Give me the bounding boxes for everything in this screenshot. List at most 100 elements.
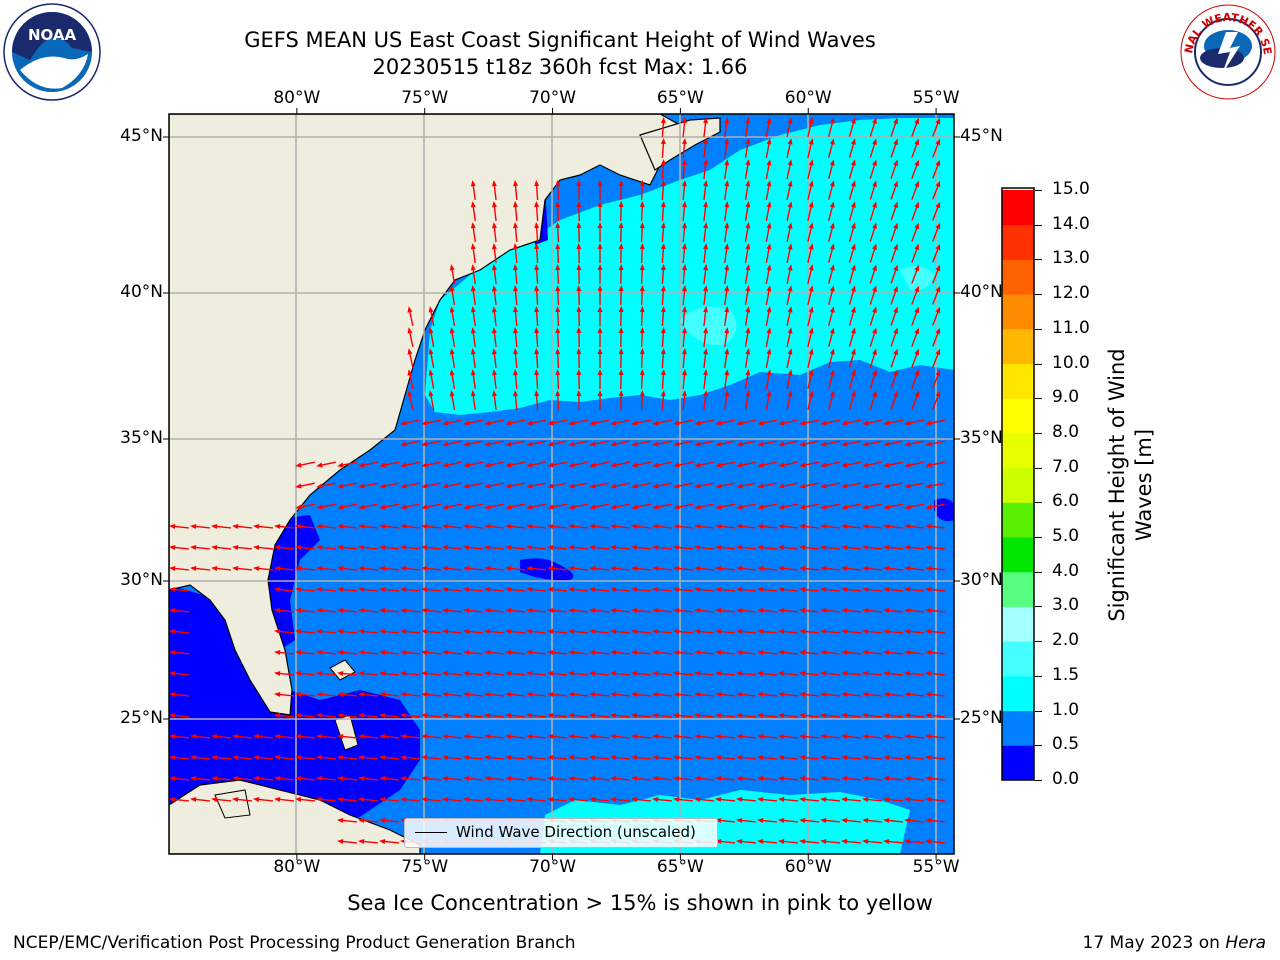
wind-wave-arrowhead: [190, 776, 197, 781]
wind-wave-arrowhead: [841, 671, 848, 676]
colorbar-tick-label: 9.0: [1052, 387, 1080, 408]
wind-wave-arrowhead: [745, 117, 751, 124]
wind-wave-arrowhead: [925, 797, 932, 802]
wind-wave-arrowhead: [470, 201, 476, 208]
wind-wave-arrowhead: [274, 713, 281, 718]
wind-wave-arrowhead: [337, 650, 344, 655]
wind-wave-arrowhead: [673, 671, 680, 676]
wind-wave-arrowhead: [421, 692, 428, 697]
wind-wave-arrowhead: [808, 348, 814, 355]
wind-wave-arrowhead: [715, 839, 722, 844]
wind-wave-arrowhead: [820, 839, 827, 844]
wind-wave-arrowhead: [799, 608, 806, 613]
wind-wave-arrowhead: [829, 348, 835, 355]
wind-wave-arrowhead: [925, 420, 932, 426]
wind-wave-arrowhead: [766, 285, 772, 292]
wind-wave-arrowhead: [547, 483, 554, 489]
wind-wave-arrowhead: [491, 222, 497, 229]
wind-wave-arrowhead: [589, 671, 596, 676]
wind-wave-arrowhead: [673, 608, 680, 613]
wind-wave-arrowhead: [547, 629, 554, 634]
wind-wave-arrowhead: [745, 159, 751, 166]
wind-wave-arrowhead: [274, 734, 281, 739]
wind-wave-arrowhead: [862, 524, 869, 529]
wind-wave-arrowhead: [421, 629, 428, 634]
wind-wave-arrowhead: [618, 369, 624, 376]
wind-wave-arrowhead: [470, 264, 476, 271]
wind-wave-arrowhead: [639, 180, 645, 187]
wind-wave-arrowhead: [862, 692, 869, 697]
wind-wave-arrowhead: [893, 327, 898, 335]
wind-wave-arrowhead: [442, 734, 449, 739]
wind-wave-arrowhead: [358, 692, 365, 697]
wind-wave-arrowhead: [872, 243, 877, 250]
land-bahamas: [329, 659, 359, 751]
wind-wave-arrowhead: [862, 608, 869, 613]
wind-wave-arrowhead: [337, 839, 344, 844]
colorbar-segment: [1002, 675, 1034, 712]
wind-wave-arrowhead: [400, 608, 407, 613]
wind-wave-arrowhead: [850, 348, 856, 355]
wind-wave-arrowhead: [379, 545, 386, 550]
wind-wave-arrowhead: [211, 776, 218, 781]
lon-label-top: 55°W: [912, 88, 960, 108]
wind-wave-arrowhead: [639, 327, 645, 334]
wind-wave-arrowhead: [470, 369, 476, 376]
wind-wave-arrowhead: [660, 390, 666, 397]
wind-wave-arrowhead: [449, 390, 455, 397]
wind-wave-arrowhead: [935, 117, 941, 125]
wind-wave-arrowhead: [337, 587, 344, 592]
wind-wave-arrowhead: [631, 566, 638, 571]
wind-wave-arrowhead: [526, 566, 533, 571]
wind-wave-arrowhead: [358, 755, 365, 760]
wind-wave-arrowhead: [463, 587, 470, 592]
wind-wave-arrowhead: [673, 524, 680, 529]
wind-wave-arrowhead: [547, 608, 554, 613]
wind-wave-arrowhead: [925, 692, 932, 697]
wind-wave-arrowhead: [379, 839, 386, 844]
wind-wave-arrowhead: [673, 797, 680, 802]
lon-label-bottom: 60°W: [784, 857, 832, 877]
wind-wave-arrowhead: [211, 524, 218, 529]
wind-wave-arrowhead: [778, 608, 785, 613]
wind-wave-arrowhead: [526, 545, 533, 550]
wind-wave-arrowhead: [673, 587, 680, 592]
wind-wave-arrowhead: [820, 566, 827, 571]
wind-wave-arrowhead: [400, 671, 407, 676]
wind-wave-arrowhead: [597, 201, 603, 207]
wind-wave-arrowhead: [778, 462, 785, 468]
wind-wave-arrowhead: [232, 734, 239, 739]
wind-wave-arrowhead: [914, 243, 920, 251]
wind-wave-arrowhead: [232, 545, 239, 550]
wind-wave-arrowhead: [576, 369, 582, 376]
colorbar-segment: [1002, 294, 1034, 330]
wind-wave-arrowhead: [597, 285, 603, 291]
wind-wave-arrowhead: [428, 306, 434, 313]
wind-wave-arrowhead: [681, 243, 687, 250]
colorbar-tick: [1035, 363, 1042, 365]
wind-wave-arrowhead: [610, 608, 617, 613]
wind-wave-arrowhead: [787, 180, 793, 187]
wind-wave-arrowhead: [400, 545, 407, 550]
wind-wave-arrowhead: [316, 462, 323, 468]
wind-wave-arrowhead: [379, 797, 386, 802]
wind-wave-arrowhead: [470, 180, 476, 187]
wind-wave-arrowhead: [925, 587, 932, 592]
wind-wave-arrowhead: [745, 369, 751, 376]
wind-wave-arrowhead: [358, 839, 365, 844]
wind-wave-arrowhead: [400, 629, 407, 634]
wind-wave-arrowhead: [820, 462, 827, 468]
wind-wave-arrowhead: [883, 755, 890, 760]
wind-wave-arrowhead: [703, 117, 709, 124]
wind-wave-arrowhead: [757, 797, 764, 802]
wind-wave-arrowhead: [736, 587, 743, 592]
wind-wave-arrowhead: [694, 483, 701, 489]
wind-wave-arrowhead: [253, 776, 260, 781]
wind-wave-arrowhead: [442, 420, 449, 426]
wind-wave-arrowhead: [379, 524, 386, 529]
wind-wave-arrowhead: [766, 369, 772, 376]
wind-wave-arrowhead: [872, 180, 877, 187]
wind-wave-arrowhead: [841, 441, 848, 447]
wind-wave-arrowhead: [547, 545, 554, 550]
wind-wave-arrowhead: [547, 462, 554, 468]
